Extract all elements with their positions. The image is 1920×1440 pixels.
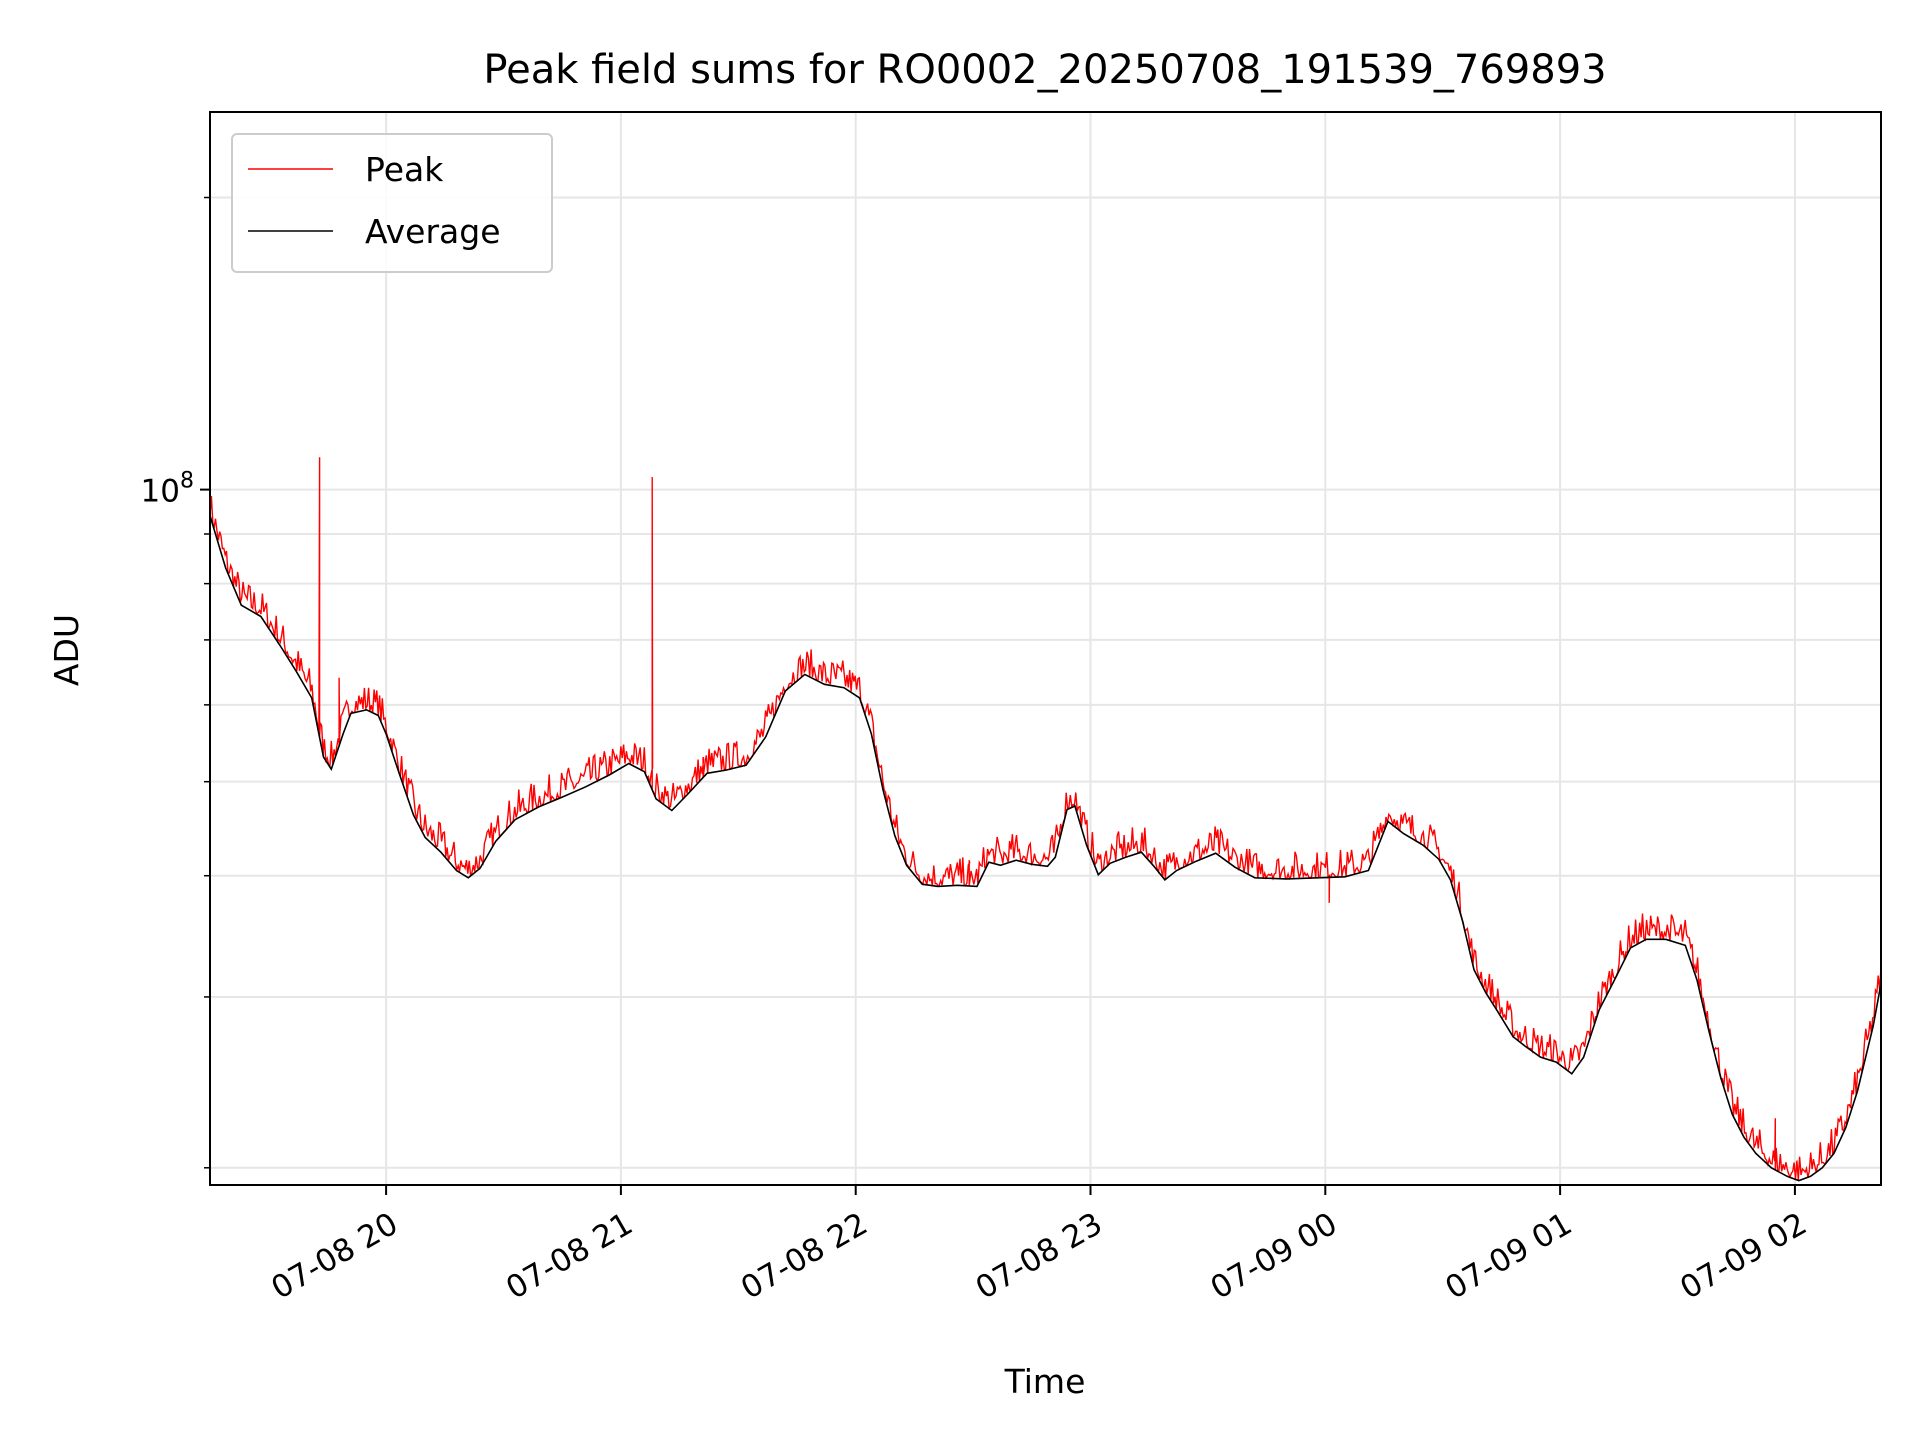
x-axis-label: Time (1004, 1362, 1086, 1401)
grid (210, 112, 1881, 1185)
y-axis-label: ADU (47, 614, 86, 686)
plot-frame (209, 111, 1882, 1186)
chart-title: Peak field sums for RO0002_20250708_1915… (483, 47, 1606, 93)
series-average-line (210, 515, 1881, 1182)
legend-label-average: Average (365, 212, 501, 251)
legend: Peak Average (231, 133, 553, 273)
legend-label-peak: Peak (365, 150, 444, 189)
series-layer (210, 457, 1881, 1182)
y-tick-label: 108 (141, 469, 194, 510)
